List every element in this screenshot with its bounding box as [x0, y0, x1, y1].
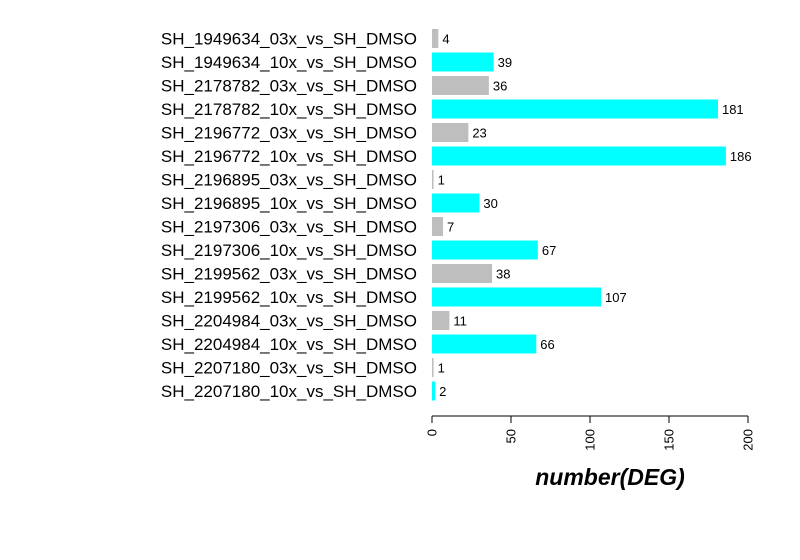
value-label: 1 [438, 361, 445, 376]
category-label: SH_2196772_10x_vs_SH_DMSO [161, 147, 417, 166]
x-tick-label: 200 [741, 429, 756, 451]
value-label: 36 [493, 79, 507, 94]
x-tick-label: 150 [662, 429, 677, 451]
category-label: SH_2196895_03x_vs_SH_DMSO [161, 171, 417, 190]
value-label: 38 [496, 267, 510, 282]
bar-SH_2207180_03x_vs_SH_DMSO [432, 358, 434, 377]
value-label: 2 [439, 384, 446, 399]
value-label: 1 [438, 173, 445, 188]
category-label: SH_2199562_10x_vs_SH_DMSO [161, 288, 417, 307]
value-label: 4 [442, 32, 449, 47]
bar-SH_2199562_10x_vs_SH_DMSO [432, 287, 602, 307]
x-tick-label: 100 [583, 429, 598, 451]
value-label: 23 [472, 126, 486, 141]
value-label: 181 [722, 102, 744, 117]
x-tick-label: 0 [425, 429, 440, 436]
bar-SH_2196895_03x_vs_SH_DMSO [432, 170, 434, 189]
value-label: 30 [483, 196, 497, 211]
value-label: 67 [542, 243, 556, 258]
category-label: SH_1949634_03x_vs_SH_DMSO [161, 30, 417, 49]
value-labels-group: 4 39 36 181 23 186 1 30 7 67 38 107 11 66 1 2 [438, 32, 752, 400]
bar-SH_2196772_10x_vs_SH_DMSO [432, 146, 726, 166]
category-label: SH_2207180_03x_vs_SH_DMSO [161, 359, 417, 378]
category-label: SH_2204984_03x_vs_SH_DMSO [161, 312, 417, 331]
bar-SH_2197306_10x_vs_SH_DMSO [432, 240, 538, 260]
x-tick-label: 50 [504, 429, 519, 443]
bar-SH_1949634_03x_vs_SH_DMSO [432, 29, 439, 48]
category-label: SH_2196772_03x_vs_SH_DMSO [161, 124, 417, 143]
bar-SH_2204984_10x_vs_SH_DMSO [432, 334, 537, 354]
value-label: 66 [540, 337, 554, 352]
category-label: SH_2178782_10x_vs_SH_DMSO [161, 100, 417, 119]
bar-SH_2199562_03x_vs_SH_DMSO [432, 264, 493, 283]
category-label: SH_1949634_10x_vs_SH_DMSO [161, 53, 417, 72]
x-axis-title: number(DEG) [535, 464, 685, 490]
x-axis: 0 50 100 150 200 [425, 415, 756, 451]
value-label: 107 [605, 290, 627, 305]
category-label: SH_2197306_03x_vs_SH_DMSO [161, 218, 417, 237]
bar-SH_1949634_10x_vs_SH_DMSO [432, 52, 494, 72]
bar-SH_2196772_03x_vs_SH_DMSO [432, 123, 469, 142]
value-label: 186 [730, 149, 752, 164]
category-label: SH_2199562_03x_vs_SH_DMSO [161, 265, 417, 284]
category-labels-group: SH_1949634_03x_vs_SH_DMSO SH_1949634_10x_… [161, 30, 417, 402]
category-label: SH_2207180_10x_vs_SH_DMSO [161, 382, 417, 401]
bars-group [432, 29, 726, 401]
bar-SH_2207180_10x_vs_SH_DMSO [432, 381, 436, 401]
bar-SH_2196895_10x_vs_SH_DMSO [432, 193, 480, 213]
bar-SH_2178782_03x_vs_SH_DMSO [432, 76, 489, 95]
bar-SH_2178782_10x_vs_SH_DMSO [432, 99, 718, 119]
category-label: SH_2196895_10x_vs_SH_DMSO [161, 194, 417, 213]
bar-SH_2204984_03x_vs_SH_DMSO [432, 311, 450, 330]
value-label: 7 [447, 220, 454, 235]
value-label: 11 [453, 314, 467, 329]
category-label: SH_2204984_10x_vs_SH_DMSO [161, 335, 417, 354]
bar-SH_2197306_03x_vs_SH_DMSO [432, 217, 444, 236]
category-label: SH_2197306_10x_vs_SH_DMSO [161, 241, 417, 260]
value-label: 39 [498, 55, 512, 70]
category-label: SH_2178782_03x_vs_SH_DMSO [161, 77, 417, 96]
